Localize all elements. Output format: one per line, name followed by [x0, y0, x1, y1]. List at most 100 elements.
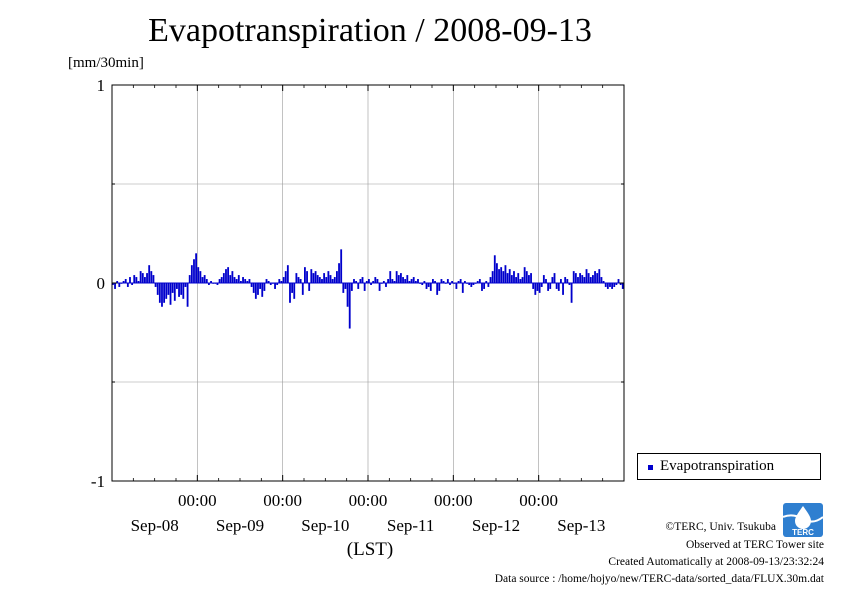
- bar: [274, 283, 276, 289]
- bar: [289, 283, 291, 303]
- bar: [218, 279, 221, 283]
- y-tick-label: 1: [97, 76, 106, 95]
- chart-title: Evapotranspiration / 2008-09-13: [148, 12, 592, 49]
- bar: [406, 275, 409, 283]
- bar: [457, 281, 460, 283]
- bar: [468, 283, 471, 285]
- bar: [286, 265, 289, 283]
- bar: [361, 277, 364, 283]
- bar: [374, 277, 377, 283]
- bar: [555, 283, 558, 289]
- bar: [592, 275, 594, 283]
- bar: [472, 283, 475, 285]
- bar: [263, 283, 266, 291]
- bar: [338, 263, 340, 283]
- x-tick-label-date: Sep-11: [387, 516, 435, 535]
- bar: [604, 283, 607, 287]
- bar: [545, 279, 547, 283]
- bar: [564, 277, 567, 283]
- terc-logo: TERC: [783, 503, 823, 537]
- x-tick-label-time: 00:00: [178, 491, 217, 510]
- bar: [229, 275, 232, 283]
- bar: [131, 283, 134, 285]
- bar: [508, 269, 511, 283]
- bar: [182, 283, 185, 299]
- bar: [254, 283, 257, 299]
- bar: [502, 271, 505, 283]
- bar: [301, 283, 304, 295]
- bar: [112, 283, 114, 285]
- bar: [359, 279, 362, 283]
- bar: [602, 281, 605, 283]
- bar: [118, 283, 121, 287]
- axis-tick-labels: 1 0 -1 00:00 00:00 00:00 00:00 00:00 Sep-08 Sep-0…: [91, 76, 606, 560]
- bar: [350, 283, 353, 291]
- bar: [466, 283, 468, 284]
- footer-created: Created Automatically at 2008-09-13/23:3…: [608, 556, 824, 568]
- bar: [609, 283, 611, 287]
- bar: [568, 283, 571, 285]
- x-tick-label-date: Sep-12: [472, 516, 520, 535]
- bar: [244, 279, 247, 283]
- bar: [186, 283, 189, 307]
- bar: [276, 283, 279, 285]
- bar: [190, 265, 193, 283]
- bar: [261, 283, 264, 297]
- bar: [585, 269, 588, 283]
- bar: [528, 275, 530, 283]
- bar: [489, 277, 492, 283]
- bar: [574, 273, 577, 283]
- bar: [233, 277, 236, 283]
- bar: [156, 283, 159, 295]
- bar: [434, 281, 436, 283]
- bar: [284, 271, 287, 283]
- bar: [208, 283, 210, 285]
- footer-source: Data source : /home/hojyo/new/TERC-data/…: [494, 573, 824, 585]
- bar: [429, 283, 432, 291]
- bar: [547, 283, 550, 291]
- y-axis-unit-label: [mm/30min]: [68, 55, 144, 71]
- bar: [257, 283, 259, 295]
- bar: [114, 283, 116, 289]
- bar: [227, 267, 230, 283]
- x-tick-label-date: Sep-10: [301, 516, 349, 535]
- bar: [353, 279, 355, 283]
- bar: [461, 283, 464, 293]
- bar: [532, 283, 535, 289]
- bar: [455, 283, 458, 289]
- bar: [193, 259, 195, 283]
- bar: [144, 277, 146, 283]
- bar: [297, 277, 300, 283]
- bar: [485, 281, 488, 283]
- bar: [606, 283, 609, 289]
- bar: [566, 279, 569, 283]
- bar: [464, 281, 466, 283]
- bar: [321, 279, 323, 283]
- bar: [167, 283, 170, 295]
- bar: [342, 283, 345, 293]
- footer-copyright: ©TERC, Univ. Tsukuba: [665, 521, 776, 533]
- bar: [222, 273, 225, 283]
- bar: [318, 277, 321, 283]
- bar: [391, 279, 394, 283]
- bar: [557, 283, 560, 291]
- bar: [282, 277, 285, 283]
- bar: [137, 281, 140, 283]
- bar: [421, 283, 424, 285]
- bar: [312, 273, 315, 283]
- legend-swatch: [648, 465, 653, 470]
- bar: [542, 275, 545, 283]
- bar: [534, 283, 537, 295]
- bar: [594, 271, 596, 283]
- bar: [414, 281, 417, 283]
- bar: [538, 283, 541, 293]
- bar: [269, 283, 272, 285]
- bar: [487, 283, 490, 287]
- bar: [357, 283, 360, 289]
- bar: [141, 273, 144, 283]
- bar: [412, 277, 415, 283]
- bar: [152, 275, 155, 283]
- bar: [451, 281, 454, 283]
- bar: [348, 283, 351, 329]
- axis-ticks: [112, 84, 624, 482]
